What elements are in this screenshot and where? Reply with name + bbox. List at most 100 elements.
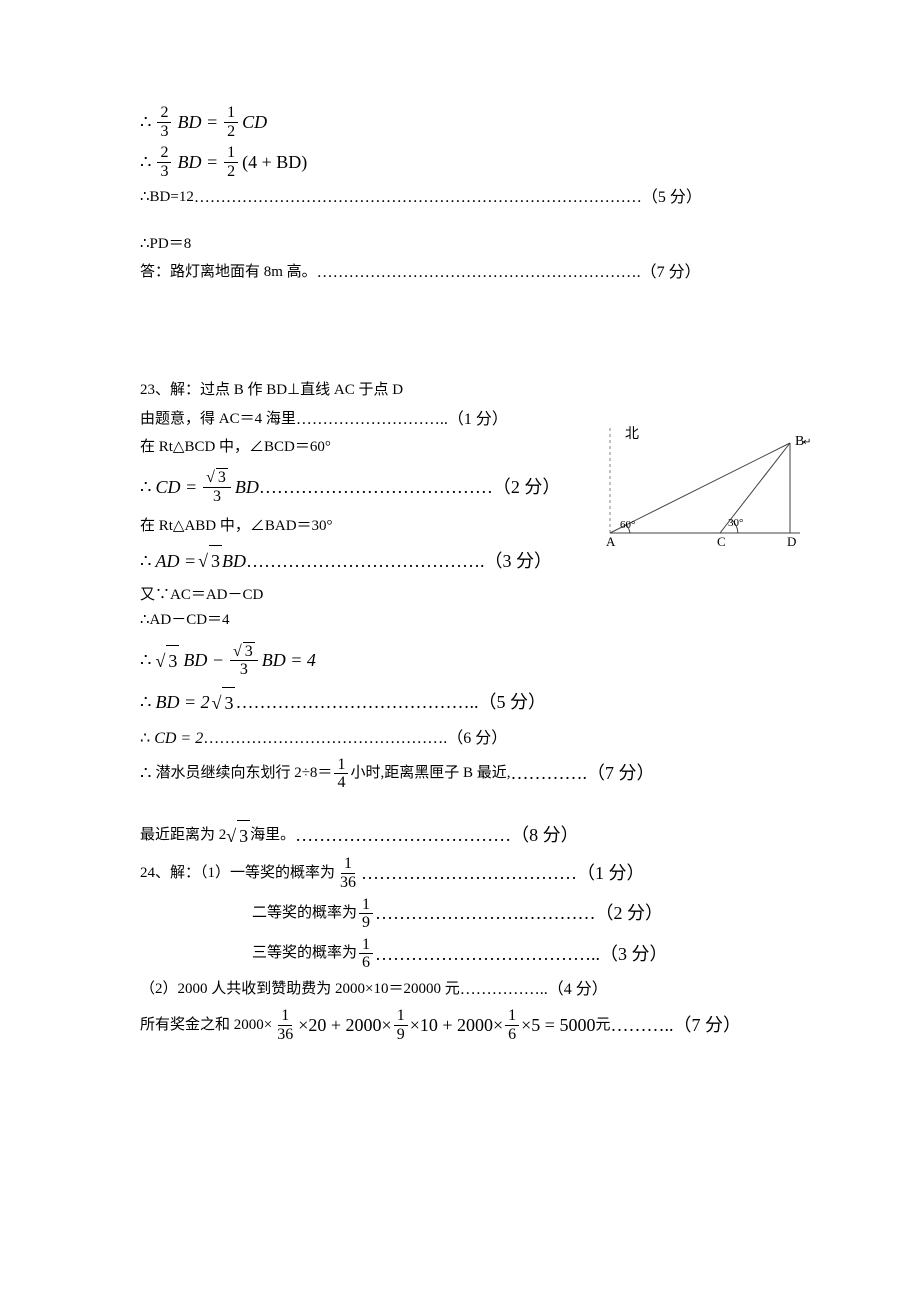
geometry-diagram: 北 B ↵ A C D 60° 30° (590, 418, 810, 548)
page: ∴ 2 3 BD = 1 2 CD ∴ 2 3 BD = 1 2 (4 + BD… (0, 0, 920, 1107)
p23-l1: 23、解：过点 B 作 BD⊥直线 AC 于点 D (140, 378, 780, 404)
therefore-sym: ∴ (140, 687, 151, 718)
text: 元 (595, 1013, 610, 1039)
label-A: A (606, 534, 616, 548)
score: （1 分） (577, 858, 645, 889)
frac-sqrt3-3: √3 3 (203, 468, 231, 505)
therefore-sym: ∴ (140, 758, 151, 789)
dots: ………………………………………………………………………… (194, 184, 642, 211)
text: ×5 = 5000 (521, 1010, 595, 1041)
therefore-sym: ∴ (140, 645, 151, 676)
frac-1-6: 1 6 (505, 1007, 519, 1043)
sqrt: √3 (212, 687, 236, 719)
p24-l4: （2）2000 人共收到赞助费为 2000×10＝20000 元 ……………..… (140, 976, 780, 1003)
dots: …………….. (460, 976, 548, 1003)
score: （7 分） (641, 259, 701, 286)
eq-text: (4 + BD) (242, 147, 307, 178)
svg-text:↵: ↵ (803, 437, 810, 448)
p22-eq2: ∴ 2 3 BD = 1 2 (4 + BD) (140, 144, 780, 180)
sqrt: √3 (226, 820, 250, 852)
p23-l8: ∴AD－CD＝4 (140, 608, 780, 634)
dots: ……………………………… (361, 858, 577, 889)
score: （2 分） (493, 472, 561, 503)
eq-text: CD = (155, 472, 197, 503)
score: （2 分） (596, 898, 664, 929)
dots: ………………………………….. (235, 687, 478, 718)
frac-1-36: 1 36 (337, 855, 359, 891)
dots: ………………………………… (259, 472, 493, 503)
therefore-sym: ∴ (140, 147, 151, 178)
p22-eq4: ∴PD＝8 (140, 232, 780, 258)
label-D: D (787, 534, 796, 548)
score: （3 分） (600, 939, 668, 970)
p22-eq1: ∴ 2 3 BD = 1 2 CD (140, 104, 780, 140)
sqrt: √3 (155, 645, 179, 677)
score: （5 分） (642, 184, 702, 211)
p22-eq3: ∴BD=12 ………………………………………………………………………… （5 分… (140, 184, 780, 211)
p23-l7: 又∵AC＝AD－CD (140, 583, 780, 609)
text: 二等奖的概率为 (252, 901, 357, 927)
p23-eq-ad: ∴ AD = √3 BD …………………………………. （3 分） (140, 545, 780, 577)
dots: …………………….………… (375, 898, 596, 929)
eq-text: BD − (183, 645, 224, 676)
dots: ……………………….. (296, 406, 448, 433)
therefore-sym: ∴ (140, 546, 151, 577)
dots: ……………………………… (295, 820, 511, 851)
text: 所有奖金之和 2000× (140, 1013, 272, 1039)
sqrt: √3 (198, 545, 222, 577)
frac-1-2: 1 2 (224, 144, 238, 180)
dots: …………………………………. (246, 546, 485, 577)
eq-text: BD (222, 546, 246, 577)
frac-1-4: 1 4 (334, 756, 348, 792)
p24-l3: 三等奖的概率为 1 6 ……………………………….. （3 分） (252, 936, 780, 972)
text: 由题意，得 AC＝4 海里 (140, 407, 296, 433)
frac-1-36: 1 36 (274, 1007, 296, 1043)
dots: ………………………………………. (203, 725, 447, 752)
text: 海里。 (250, 823, 295, 849)
frac-2-3: 2 3 (157, 104, 171, 140)
frac-1-9: 1 9 (359, 896, 373, 932)
frac-2-3: 2 3 (157, 144, 171, 180)
north-label: 北 (625, 426, 639, 442)
score: （5 分） (478, 687, 546, 718)
score: （6 分） (447, 725, 507, 752)
therefore-sym: ∴ (140, 472, 151, 503)
frac-sqrt3-3: √3 3 (230, 642, 258, 679)
p22-eq5: 答：路灯离地面有 8m 高。 ……………………………………………………. （7 … (140, 259, 780, 286)
answer-text: 答：路灯离地面有 8m 高。 (140, 260, 317, 286)
score: （7 分） (673, 1010, 741, 1041)
p23-eq-cd2: ∴ CD = 2 ………………………………………. （6 分） (140, 725, 780, 752)
p24-l2: 二等奖的概率为 1 9 …………………….………… （2 分） (252, 896, 780, 932)
eq-text: BD = 2 (155, 687, 209, 718)
score: （1 分） (448, 406, 508, 433)
eq-text: CD (242, 107, 267, 138)
dots: …………. (510, 758, 587, 789)
text: ×10 + 2000× (410, 1010, 503, 1041)
eq-text: BD = (177, 147, 218, 178)
eq-text: BD = 4 (262, 645, 316, 676)
dots: ……………………………………………………. (317, 259, 641, 286)
p23-nearest: 最近距离为 2 √3 海里。 ……………………………… （8 分） (140, 820, 780, 852)
eq-text: CD = 2 (154, 725, 203, 752)
text: 潜水员继续向东划行 2÷8＝ (155, 761, 332, 787)
line-AB (610, 443, 790, 533)
p23-eq-bd: ∴ BD = 2 √3 ………………………………….. （5 分） (140, 687, 780, 719)
text: 最近距离为 2 (140, 823, 226, 849)
label-C: C (717, 534, 726, 548)
therefore-sym: ∴ (140, 725, 150, 752)
p24-l5: 所有奖金之和 2000× 1 36 ×20 + 2000× 1 9 ×10 + … (140, 1007, 780, 1043)
dots: ……………………………….. (375, 939, 600, 970)
text: （2）2000 人共收到赞助费为 2000×10＝20000 元 (140, 977, 460, 1003)
frac-1-9: 1 9 (394, 1007, 408, 1043)
eq-text: AD = (155, 546, 196, 577)
score: （3 分） (484, 546, 552, 577)
text: 24、解：（1）一等奖的概率为 (140, 861, 335, 887)
frac-1-2: 1 2 (224, 104, 238, 140)
eq-text: BD (235, 472, 259, 503)
score: （7 分） (587, 758, 655, 789)
p24-l1: 24、解：（1）一等奖的概率为 1 36 ……………………………… （1 分） (140, 855, 780, 891)
therefore-sym: ∴ (140, 107, 151, 138)
dots: ……….. (610, 1010, 673, 1041)
p23-submarine: ∴ 潜水员继续向东划行 2÷8＝ 1 4 小时,距离黑匣子 B 最近, …………… (140, 756, 780, 792)
text: 三等奖的概率为 (252, 941, 357, 967)
